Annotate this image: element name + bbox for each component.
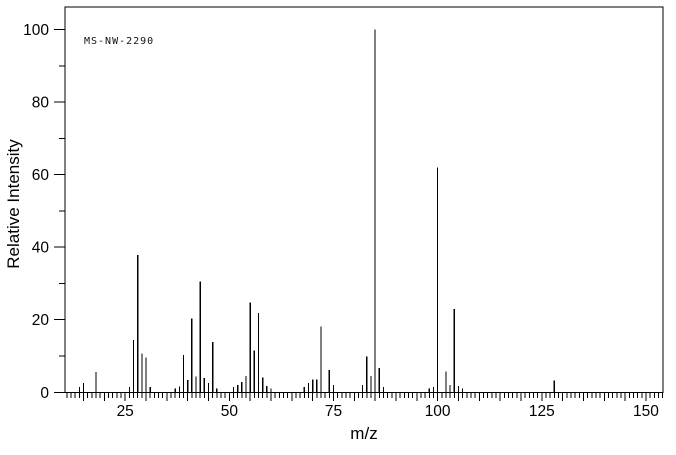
y-tick-label: 60	[32, 167, 50, 184]
y-tick-label: 100	[23, 22, 49, 39]
y-tick-label: 40	[32, 240, 50, 257]
y-axis-ticks	[54, 28, 65, 393]
x-axis-tick-labels: 25 50 75 100 125 150	[117, 403, 660, 420]
x-tick-label: 100	[425, 403, 451, 420]
y-tick-label: 20	[32, 312, 50, 329]
x-tick-label: 75	[325, 403, 342, 420]
x-axis-title: m/z	[350, 424, 378, 443]
y-tick-label: 0	[40, 385, 49, 402]
x-tick-label: 25	[117, 403, 134, 420]
frame-border	[64, 6, 664, 393]
y-axis-tick-labels: 0 20 40 60 80 100	[23, 22, 49, 402]
y-tick-label: 80	[32, 95, 50, 112]
spectrum-id-watermark: MS-NW-2290	[84, 36, 155, 47]
x-axis-ticks	[66, 392, 664, 401]
plot-frame	[64, 6, 664, 393]
x-tick-label: 125	[529, 403, 555, 420]
spectrum-peaks	[78, 29, 555, 392]
x-tick-label: 150	[633, 403, 659, 420]
x-tick-label: 50	[221, 403, 239, 420]
y-axis-title: Relative Intensity	[4, 139, 23, 269]
